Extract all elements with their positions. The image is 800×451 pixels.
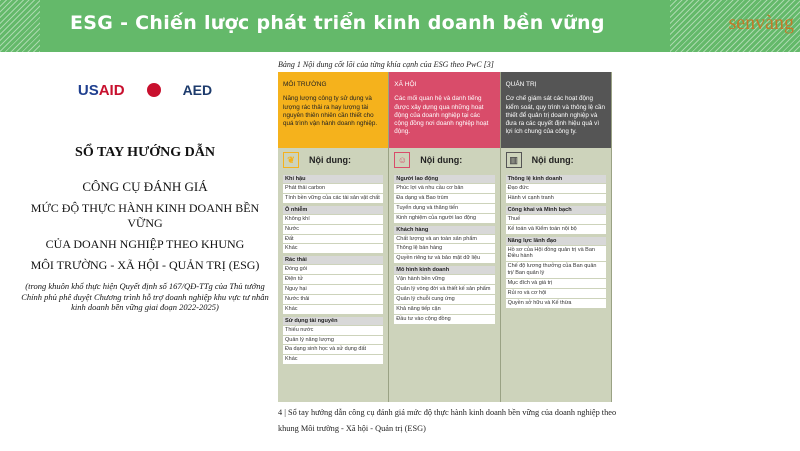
group-heading: Công khai và Minh bạch [505, 205, 606, 214]
content-label: Nội dung: [309, 155, 351, 165]
cover-line: MỨC ĐỘ THỰC HÀNH KINH DOANH BỀN VỮNG [30, 201, 260, 230]
group-heading: Khách hàng [394, 225, 495, 234]
list-item: Quản lý chuỗi cung ứng [394, 294, 495, 304]
content-heading: ❦ Nội dung: [278, 148, 388, 172]
list-item: Đa dạng sinh học và sử dụng đất [283, 345, 384, 355]
aed-logo: AED [182, 82, 213, 98]
group-heading: Sử dụng tài nguyên [283, 316, 384, 325]
cover-line: CỦA DOANH NGHIỆP THEO KHUNG [45, 237, 245, 251]
list-item: Điện tử [283, 275, 384, 284]
content-label: Nội dung: [420, 155, 463, 165]
list-item: Kinh nghiệm của người lao động [394, 213, 495, 223]
list-item: Đầu tư vào cộng đồng [394, 314, 495, 324]
list-item: Chất lượng và an toàn sản phẩm [394, 234, 495, 244]
list-item: Quyền sở hữu và Kế thừa [505, 298, 606, 308]
stripe-decoration [670, 0, 800, 52]
list-item: Mục đích và giá trị [505, 279, 606, 288]
leaf-icon: ❦ [283, 152, 299, 168]
list-item: Thiếu nước [283, 325, 384, 335]
esg-table: MÔI TRƯỜNG Năng lượng công ty sử dụng và… [278, 72, 612, 402]
column-title: QUẢN TRỊ [505, 81, 537, 88]
brand-logo: senvàng [728, 12, 794, 34]
list-item: Đạo đức [505, 184, 606, 193]
column-0: MÔI TRƯỜNG Năng lượng công ty sử dụng và… [278, 72, 390, 402]
usaid-logo: USAID [77, 81, 125, 99]
people-icon: ☺ [394, 152, 411, 168]
list-item: Kế toán và Kiểm toán nội bộ [505, 224, 606, 234]
list-item: Khả năng tiếp cận [394, 304, 495, 314]
group-heading: Khí hậu [283, 175, 384, 183]
list-item: Nước thải [283, 294, 384, 304]
list-item: Đóng gói [283, 265, 384, 275]
list-item: Phúc lợi và nhu cầu cơ bản [394, 184, 495, 193]
content-label: Nội dung: [531, 155, 574, 165]
cover-title: SỔ TAY HƯỚNG DẪN [75, 145, 215, 160]
page-title: ESG - Chiến lược phát triển kinh doanh b… [70, 12, 605, 34]
list-item: Tuyển dụng và thăng tiến [394, 203, 495, 213]
list-item: Khác [283, 244, 384, 254]
cover-line: MÔI TRƯỜNG - XÃ HỘI - QUẢN TRỊ (ESG) [30, 258, 260, 272]
list-item: Quyền riêng tư và bảo mật dữ liệu [394, 254, 495, 264]
cover-line: CÔNG CỤ ĐÁNH GIÁ [82, 179, 208, 194]
group-heading: Năng lực lãnh đạo [505, 236, 606, 245]
list-item: Quản lý năng lượng [283, 335, 384, 345]
group-heading: Thông lệ kinh doanh [505, 175, 606, 183]
list-item: Rủi ro và cơ hội [505, 288, 606, 298]
column-description: Cơ chế giám sát các hoạt động kiểm soát,… [505, 95, 606, 136]
column-1: XÃ HỘI Các mối quan hệ và danh tiếng đượ… [389, 72, 501, 402]
building-icon: ▥ [505, 152, 522, 168]
header-banner: ESG - Chiến lược phát triển kinh doanh b… [0, 0, 800, 52]
cover-page: USAID AED SỔ TAY HƯỚNG DẪN CÔNG CỤ ĐÁNH … [20, 60, 270, 313]
column-header: QUẢN TRỊ Cơ chế giám sát các hoạt động k… [500, 72, 611, 148]
list-item: Thông lệ bán hàng [394, 244, 495, 254]
content-heading: ☺ Nội dung: [389, 148, 499, 172]
list-item: Đất [283, 234, 384, 244]
cover-note: (trong khuôn khổ thực hiện Quyết định số… [21, 281, 269, 313]
list-item: Nguy hại [283, 285, 384, 294]
list-item: Thuế [505, 214, 606, 224]
list-item: Hồ sơ của Hội đồng quản trị và Ban Điều … [505, 245, 606, 262]
ministry-seal-icon [146, 83, 161, 97]
group-heading: Mô hình kinh doanh [394, 266, 495, 275]
column-title: XÃ HỘI [394, 81, 417, 88]
table-caption: Bảng 1 Nội dung cốt lõi của từng khía cạ… [278, 60, 494, 69]
list-item: Hành vi cạnh tranh [505, 193, 606, 203]
stripe-decoration [0, 0, 40, 52]
partner-logos: USAID AED [20, 70, 270, 110]
list-item: Quản lý vòng đời và thiết kế sản phẩm [394, 285, 495, 294]
list-item: Tính bền vững của các tài sản vật chất [283, 193, 384, 203]
column-description: Năng lượng công ty sử dụng và lượng rác … [283, 95, 378, 127]
list-item: Đa dạng và Bao trùm [394, 193, 495, 203]
list-item: Khác [283, 304, 384, 314]
list-item: Chế độ lương thưởng của Ban quản trị/ Ba… [505, 262, 606, 278]
list-item: Khác [283, 355, 384, 365]
list-item: Vận hành bền vững [394, 275, 495, 284]
column-description: Các mối quan hệ và danh tiếng được xây d… [394, 95, 489, 136]
list-item: Không khí [283, 214, 384, 224]
list-item: Nước [283, 224, 384, 234]
page-footer: 4 | Sổ tay hướng dẫn công cụ đánh giá mứ… [278, 408, 617, 433]
group-heading: Ô nhiễm [283, 205, 384, 214]
column-header: MÔI TRƯỜNG Năng lượng công ty sử dụng và… [278, 72, 389, 148]
list-item: Phát thải carbon [283, 184, 384, 193]
column-header: XÃ HỘI Các mối quan hệ và danh tiếng đượ… [389, 72, 500, 148]
group-heading: Người lao động [394, 175, 495, 183]
column-2: QUẢN TRỊ Cơ chế giám sát các hoạt động k… [500, 72, 612, 402]
content-heading: ▥ Nội dung: [501, 148, 611, 172]
group-heading: Rác thải [283, 256, 384, 265]
column-title: MÔI TRƯỜNG [283, 81, 327, 88]
